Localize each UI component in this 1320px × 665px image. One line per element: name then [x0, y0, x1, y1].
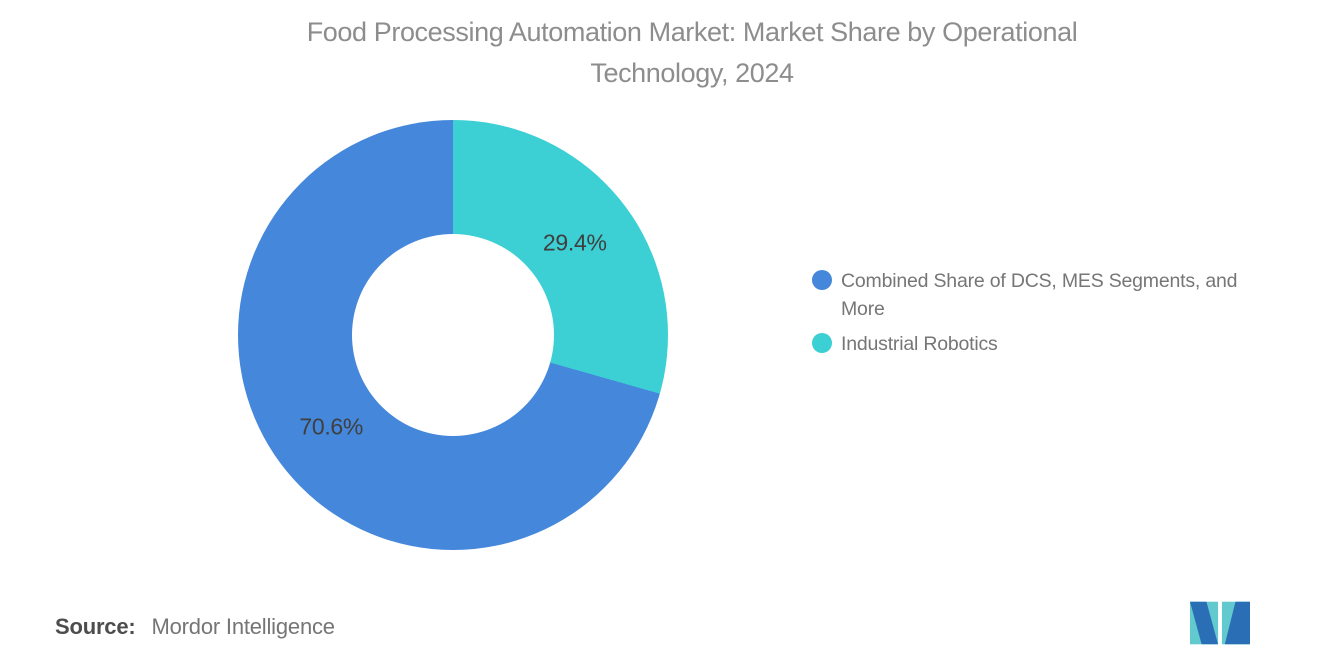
legend-item-label: Industrial Robotics [841, 333, 998, 355]
donut-hole [352, 234, 554, 436]
legend-item[interactable]: Industrial Robotics [812, 330, 1292, 358]
source-line: Source: Mordor Intelligence [55, 614, 335, 640]
donut-chart[interactable]: 29.4% 70.6% [238, 120, 668, 550]
slice-label: 70.6% [299, 413, 364, 440]
mordor-intelligence-logo [1190, 601, 1250, 645]
chart-title-line2: Technology, 2024 [590, 58, 794, 88]
source-label: Source: [55, 614, 136, 639]
logo-left-stroke [1190, 601, 1219, 645]
legend-item[interactable]: Combined Share of DCS, MES Segments, and… [812, 267, 1292, 323]
chart-title: Food Processing Automation Market: Marke… [64, 12, 1320, 94]
logo-right-stroke [1224, 601, 1250, 645]
legend-item-label: Combined Share of DCS, MES Segments, and… [841, 270, 1238, 320]
legend: Combined Share of DCS, MES Segments, and… [812, 267, 1292, 358]
chart-title-line1: Food Processing Automation Market: Marke… [306, 17, 1078, 47]
slice-label: 29.4% [542, 229, 607, 256]
source-value: Mordor Intelligence [151, 614, 335, 639]
legend-dot-icon [812, 270, 832, 290]
legend-dot-icon [812, 333, 832, 353]
